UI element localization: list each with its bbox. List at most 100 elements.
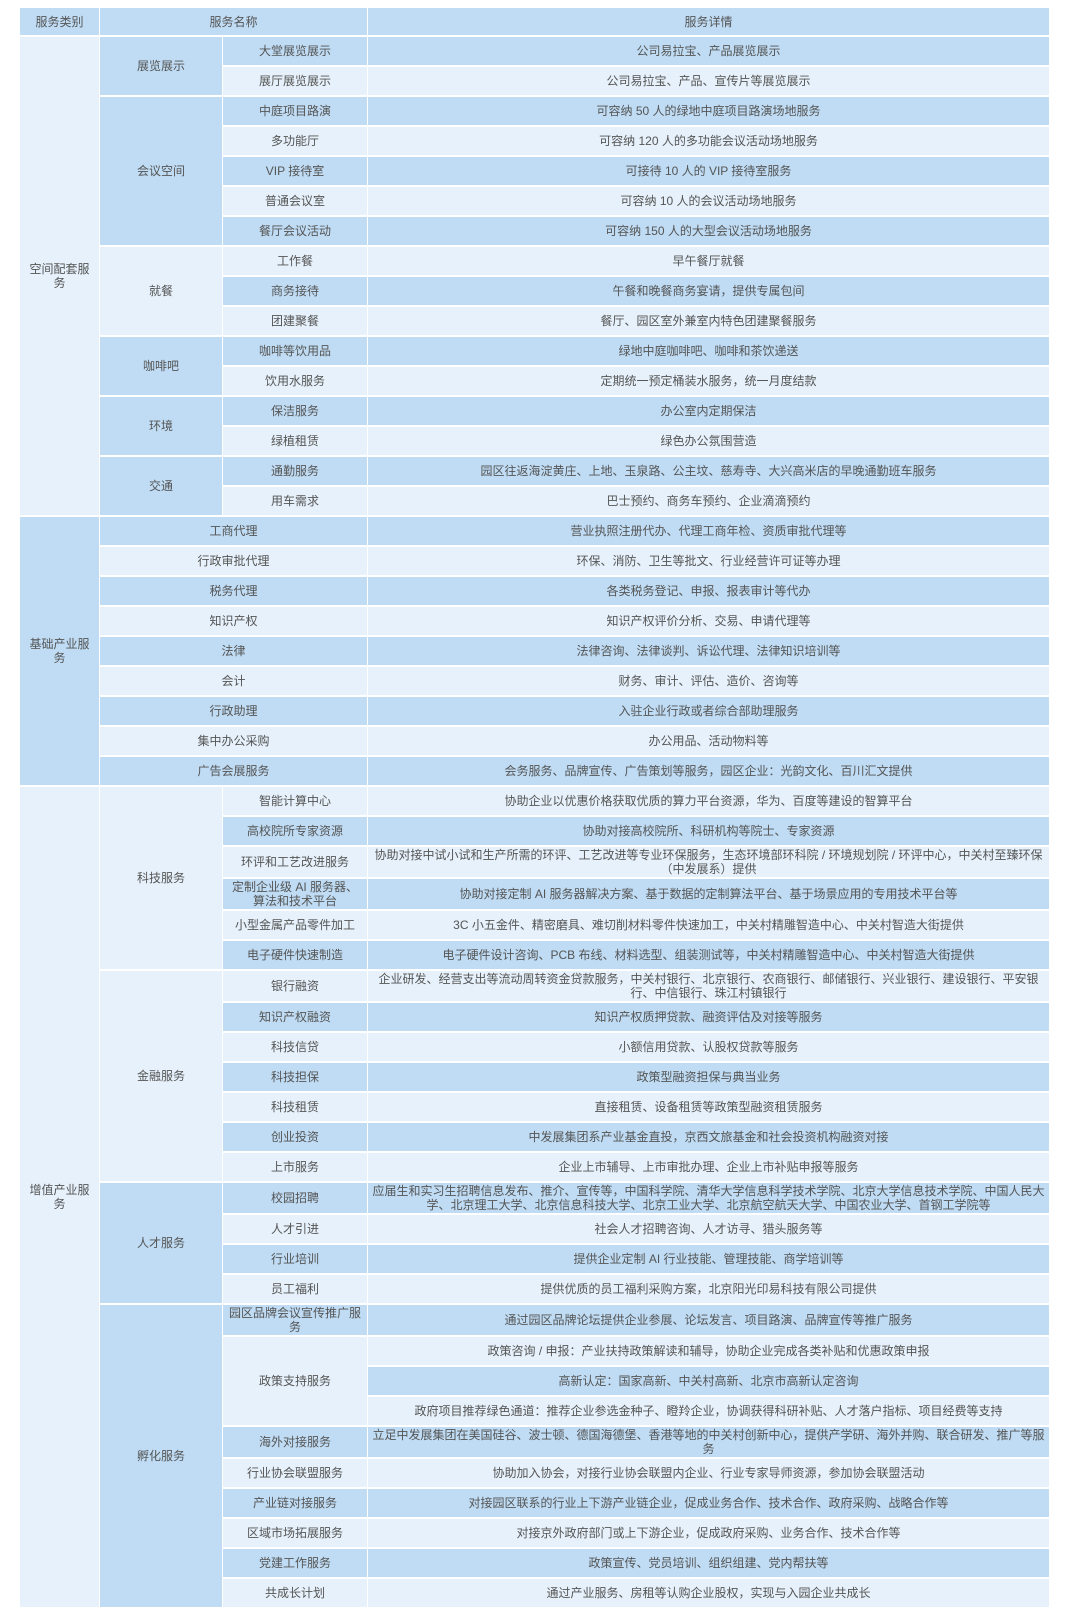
service-name: 科技担保 xyxy=(223,1063,369,1093)
table-row: 行业培训 提供企业定制 AI 行业技能、管理技能、商学培训等 xyxy=(20,1245,1051,1275)
table-row: 定制企业级 AI 服务器、算法和技术平台 协助对接定制 AI 服务器解决方案、基于… xyxy=(20,879,1051,911)
service-detail: 可接待 10 人的 VIP 接待室服务 xyxy=(368,157,1051,187)
service-name: 行政助理 xyxy=(100,697,369,727)
table-row: 税务代理 各类税务登记、申报、报表审计等代办 xyxy=(20,577,1051,607)
service-name: 大堂展览展示 xyxy=(223,37,369,67)
table-row: VIP 接待室 可接待 10 人的 VIP 接待室服务 xyxy=(20,157,1051,187)
service-name: 工作餐 xyxy=(223,247,369,277)
table-row: 绿植租赁 绿色办公氛围营造 xyxy=(20,427,1051,457)
group-cell: 环境 xyxy=(100,397,223,457)
table-row: 饮用水服务 定期统一预定桶装水服务，统一月度结款 xyxy=(20,367,1051,397)
service-name: 校园招聘 xyxy=(223,1183,369,1215)
service-detail: 协助对接高校院所、科研机构等院士、专家资源 xyxy=(368,817,1051,847)
service-name: 产业链对接服务 xyxy=(223,1489,369,1519)
service-detail: 法律咨询、法律谈判、诉讼代理、法律知识培训等 xyxy=(368,637,1051,667)
service-detail: 财务、审计、评估、造价、咨询等 xyxy=(368,667,1051,697)
service-name: 法律 xyxy=(100,637,369,667)
service-name: 科技信贷 xyxy=(223,1033,369,1063)
service-name: 广告会展服务 xyxy=(100,757,369,787)
service-name: 保洁服务 xyxy=(223,397,369,427)
table-row: 科技信贷 小额信用贷款、认股权贷款等服务 xyxy=(20,1033,1051,1063)
table-row: 交通 通勤服务 园区往返海淀黄庄、上地、玉泉路、公主坟、慈寿寺、大兴高米店的早晚通勤… xyxy=(20,457,1051,517)
service-name: 多功能厅 xyxy=(223,127,369,157)
group-cell: 就餐 xyxy=(100,247,223,337)
service-name: 行业协会联盟服务 xyxy=(223,1459,369,1489)
table-row: 知识产权 知识产权评价分析、交易、申请代理等 xyxy=(20,607,1051,637)
group-cell: 会议空间 xyxy=(100,97,223,247)
table-row: 政策支持服务 政策咨询 / 申报：产业扶持政策解读和辅导，协助企业完成各类补贴和优… xyxy=(20,1337,1051,1427)
service-name: 海外对接服务 xyxy=(223,1427,369,1459)
table-row: 区域市场拓展服务 对接京外政府部门或上下游企业，促成政府采购、业务合作、技术合作等 xyxy=(20,1519,1051,1549)
service-detail: 中发展集团系产业基金直投，京西文旅基金和社会投资机构融资对接 xyxy=(368,1123,1051,1153)
service-detail: 园区往返海淀黄庄、上地、玉泉路、公主坟、慈寿寺、大兴高米店的早晚通勤班车服务 xyxy=(368,457,1051,487)
service-detail: 可容纳 120 人的多功能会议活动场地服务 xyxy=(368,127,1051,157)
table-row: 人才引进 社会人才招聘咨询、人才访寻、猎头服务等 xyxy=(20,1215,1051,1245)
service-detail: 环保、消防、卫生等批文、行业经营许可证等办理 xyxy=(368,547,1051,577)
service-detail: 知识产权质押贷款、融资评估及对接等服务 xyxy=(368,1003,1051,1033)
table-row: 人才服务 校园招聘 应届生和实习生招聘信息发布、推介、宣传等，中国科学院、清华大学信… xyxy=(20,1183,1051,1305)
service-name: 餐厅会议活动 xyxy=(223,217,369,247)
table-row: 环评和工艺改进服务 协助对接中试小试和生产所需的环评、工艺改进等专业环保服务，生态… xyxy=(20,847,1051,879)
table-row: 海外对接服务 立足中发展集团在美国硅谷、波士顿、德国海德堡、香港等地的中关村创新中… xyxy=(20,1427,1051,1459)
service-name: 区域市场拓展服务 xyxy=(223,1519,369,1549)
service-name: 银行融资 xyxy=(223,971,369,1003)
service-detail: 政策型融资担保与典当业务 xyxy=(368,1063,1051,1093)
table-row: 科技担保 政策型融资担保与典当业务 xyxy=(20,1063,1051,1093)
table-row: 商务接待 午餐和晚餐商务宴请，提供专属包间 xyxy=(20,277,1051,307)
table-row: 咖啡吧 咖啡等饮用品 绿地中庭咖啡吧、咖啡和茶饮递送 xyxy=(20,337,1051,397)
service-name: 普通会议室 xyxy=(223,187,369,217)
group-cell: 金融服务 xyxy=(100,971,223,1183)
service-name: 咖啡等饮用品 xyxy=(223,337,369,367)
service-name: 高校院所专家资源 xyxy=(223,817,369,847)
table-row: 会议空间 中庭项目路演 可容纳 50 人的绿地中庭项目路演场地服务 xyxy=(20,97,1051,247)
service-detail: 可容纳 50 人的绿地中庭项目路演场地服务 xyxy=(368,97,1051,127)
header-name: 服务名称 xyxy=(100,8,369,37)
service-detail: 入驻企业行政或者综合部助理服务 xyxy=(368,697,1051,727)
service-detail: 办公室内定期保洁 xyxy=(368,397,1051,427)
service-detail: 公司易拉宝、产品、宣传片等展览展示 xyxy=(368,67,1051,97)
service-detail: 协助加入协会，对接行业协会联盟内企业、行业专家导师资源，参加协会联盟活动 xyxy=(368,1459,1051,1489)
service-name: 会计 xyxy=(100,667,369,697)
table-row: 法律 法律咨询、法律谈判、诉讼代理、法律知识培训等 xyxy=(20,637,1051,667)
service-detail: 各类税务登记、申报、报表审计等代办 xyxy=(368,577,1051,607)
table-row: 电子硬件快速制造 电子硬件设计咨询、PCB 布线、材料选型、组装测试等，中关村精雕… xyxy=(20,941,1051,971)
table-row: 上市服务 企业上市辅导、上市审批办理、企业上市补贴申报等服务 xyxy=(20,1153,1051,1183)
service-name: 政策支持服务 xyxy=(223,1337,369,1427)
table-row: 团建聚餐 餐厅、园区室外兼室内特色团建聚餐服务 xyxy=(20,307,1051,337)
service-name: 上市服务 xyxy=(223,1153,369,1183)
table-row: 基础产业服务 工商代理 营业执照注册代办、代理工商年检、资质审批代理等 xyxy=(20,517,1051,787)
service-detail: 对接园区联系的行业上下游产业链企业，促成业务合作、技术合作、政府采购、战略合作等 xyxy=(368,1489,1051,1519)
service-name: 用车需求 xyxy=(223,487,369,517)
service-detail: 高新认定：国家高新、中关村高新、北京市高新认定咨询 xyxy=(368,1367,1051,1397)
service-name: 科技租赁 xyxy=(223,1093,369,1123)
table-row: 员工福利 提供优质的员工福利采购方案，北京阳光印易科技有限公司提供 xyxy=(20,1275,1051,1305)
service-detail: 办公用品、活动物料等 xyxy=(368,727,1051,757)
service-name: 通勤服务 xyxy=(223,457,369,487)
table-row: 孵化服务 园区品牌会议宣传推广服务 通过园区品牌论坛提供企业参展、论坛发言、项目路演… xyxy=(20,1305,1051,1609)
table-row: 产业链对接服务 对接园区联系的行业上下游产业链企业，促成业务合作、技术合作、政府采… xyxy=(20,1489,1051,1519)
service-detail: 可容纳 150 人的大型会议活动场地服务 xyxy=(368,217,1051,247)
table-row: 会计 财务、审计、评估、造价、咨询等 xyxy=(20,667,1051,697)
service-detail: 巴士预约、商务车预约、企业滴滴预约 xyxy=(368,487,1051,517)
services-table: 服务类别 服务名称 服务详情 空间配套服务 展览展示 大堂展览展示 公司易拉宝、产品展… xyxy=(20,8,1051,1609)
group-cell: 展览展示 xyxy=(100,37,223,97)
table-header-row: 服务类别 服务名称 服务详情 xyxy=(20,8,1051,37)
header-category: 服务类别 xyxy=(20,8,100,37)
table-row: 普通会议室 可容纳 10 人的会议活动场地服务 xyxy=(20,187,1051,217)
service-detail: 立足中发展集团在美国硅谷、波士顿、德国海德堡、香港等地的中关村创新中心，提供产学… xyxy=(368,1427,1051,1459)
table-row: 多功能厅 可容纳 120 人的多功能会议活动场地服务 xyxy=(20,127,1051,157)
table-row: 空间配套服务 展览展示 大堂展览展示 公司易拉宝、产品展览展示 xyxy=(20,37,1051,517)
group-cell: 科技服务 xyxy=(100,787,223,971)
table-row: 用车需求 巴士预约、商务车预约、企业滴滴预约 xyxy=(20,487,1051,517)
service-detail: 定期统一预定桶装水服务，统一月度结款 xyxy=(368,367,1051,397)
service-name: 定制企业级 AI 服务器、算法和技术平台 xyxy=(223,879,369,911)
service-detail: 3C 小五金件、精密磨具、难切削材料零件快速加工，中关村精雕智造中心、中关村智造… xyxy=(368,911,1051,941)
service-detail: 应届生和实习生招聘信息发布、推介、宣传等，中国科学院、清华大学信息科学技术学院、… xyxy=(368,1183,1051,1215)
service-name: 展厅展览展示 xyxy=(223,67,369,97)
table-row: 环境 保洁服务 办公室内定期保洁 xyxy=(20,397,1051,457)
service-name: 小型金属产品零件加工 xyxy=(223,911,369,941)
table-row: 小型金属产品零件加工 3C 小五金件、精密磨具、难切削材料零件快速加工，中关村精雕… xyxy=(20,911,1051,941)
service-name: 创业投资 xyxy=(223,1123,369,1153)
service-name: 绿植租赁 xyxy=(223,427,369,457)
table-row: 党建工作服务 政策宣传、党员培训、组织组建、党内帮扶等 xyxy=(20,1549,1051,1579)
